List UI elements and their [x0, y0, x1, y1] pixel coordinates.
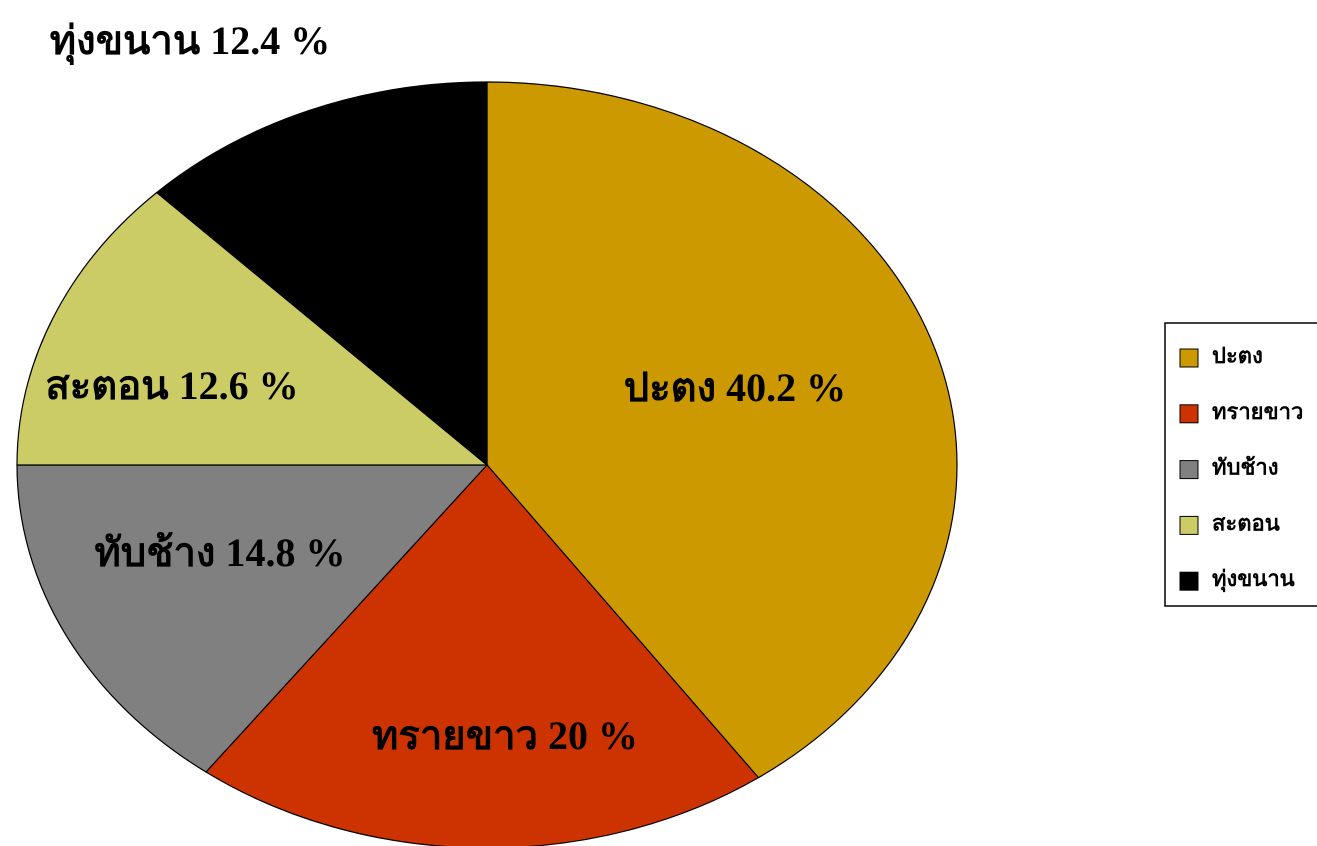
legend-swatch [1179, 460, 1199, 480]
legend-label: ทุ่งขนาน [1212, 566, 1295, 593]
pie-slice [16, 191, 489, 466]
pie-slice [16, 464, 489, 773]
legend-swatch [1179, 571, 1199, 591]
pie-slice [486, 81, 958, 779]
pie-slice [205, 464, 760, 846]
pie [16, 81, 958, 846]
legend-label: สะตอน [1212, 510, 1280, 535]
legend-label: ทรายขาว [1212, 399, 1303, 424]
data-label: ปะตง 40.2 % [624, 365, 846, 410]
pie-slice [155, 81, 488, 467]
data-label: ทรายขาว 20 % [372, 713, 638, 758]
legend-label: ทับช้าง [1212, 455, 1279, 480]
legend-swatch [1179, 404, 1199, 424]
data-label: สะตอน 12.6 % [45, 363, 298, 408]
legend-label: ปะตง [1212, 343, 1263, 368]
data-labels: ปะตง 40.2 % ทรายขาว 20 % ทับช้าง 14.8 % สะต… [45, 18, 846, 758]
data-label: ทับช้าง 14.8 % [95, 530, 346, 575]
legend-swatch [1179, 348, 1199, 368]
data-label: ทุ่งขนาน 12.4 % [50, 18, 330, 66]
legend-swatch [1179, 515, 1199, 535]
